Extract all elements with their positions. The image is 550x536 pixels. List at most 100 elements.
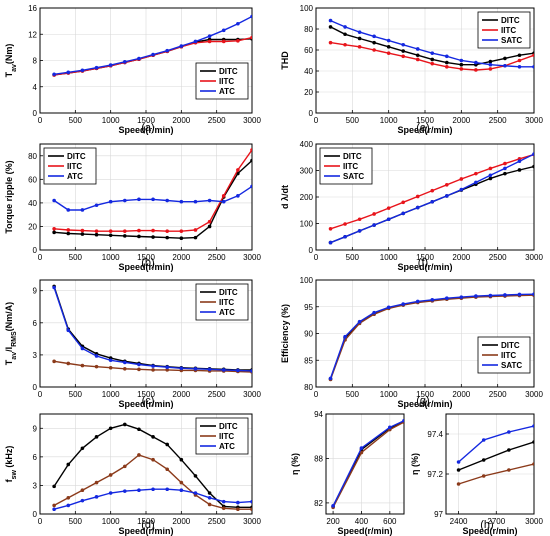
x-tick-label: 0 [314,253,319,262]
x-tick-label: 2000 [172,116,190,125]
data-point-iitc [430,61,435,66]
data-point-iitc [415,194,420,199]
x-tick-label: 1500 [137,116,155,125]
x-tick-label: 500 [346,390,360,399]
data-point-iitc [372,48,376,52]
x-tick-label: 2500 [489,390,507,399]
y-tick-label: 0 [33,510,38,519]
data-point-atc [236,500,240,505]
data-point-atc [94,203,99,208]
data-point-satc [532,292,534,296]
y-axis-label: THD [280,51,290,70]
y-tick-label: 90 [304,330,313,339]
data-point-satc [386,38,391,43]
data-point-atc [108,63,113,67]
data-point-atc [108,199,113,204]
legend-entry: IITC [67,162,82,171]
data-point-iitc [250,507,252,512]
x-tick-label: 1000 [380,390,398,399]
data-point-ditc [165,442,169,447]
data-point-iitc [94,364,99,369]
data-point-iitc [80,488,85,492]
data-point-iitc [108,229,113,233]
x-axis-label: Speed(r/min) [337,526,392,536]
data-point-satc [328,376,333,381]
data-point-atc [137,197,141,202]
data-point-satc [445,296,449,300]
data-point-satc [503,166,507,171]
data-point-atc [108,491,113,495]
data-point-ditc [415,53,420,58]
legend-entry: IITC [219,298,234,307]
x-tick-label: 500 [69,116,83,125]
legend-entry: IITC [501,26,516,35]
data-point-ditc [123,422,127,427]
data-point-iitc [123,367,127,371]
y-tick-label: 9 [33,424,38,433]
panel-caption: (a) [141,122,154,134]
data-point-ditc [80,232,85,236]
data-point-iitc [165,467,169,472]
y-tick-label: 97 [434,510,443,519]
y-tick-label: 80 [304,383,313,392]
data-point-iitc [52,359,56,364]
data-point-ditc [517,53,522,58]
data-point-iitc [137,367,141,372]
x-tick-label: 3000 [243,517,261,526]
chart-f: 0 500 1000 1500 2000 2500 3000 0 100 200 300 400 Spe… [280,140,543,272]
data-point-iitc [66,361,71,366]
data-point-satc [401,42,406,47]
y-axis-label: fsw (kHz) [4,446,18,483]
data-point-atc [123,489,127,493]
data-point-atc [179,488,184,492]
x-tick-label: 3000 [243,116,261,125]
data-point-satc [532,424,534,428]
data-point-ditc [151,235,155,239]
x-tick-label: 2000 [452,116,470,125]
data-point-atc [52,72,56,77]
data-point-atc [207,496,212,500]
data-point-atc [151,364,155,368]
x-axis-label: Speed(r/min) [118,526,173,536]
data-point-atc [80,68,85,73]
data-point-ditc [357,36,362,41]
chart-b: 0 500 1000 1500 2000 2500 3000 0 20 40 60 80 Speed(r… [4,143,261,272]
data-point-iitc [488,67,493,71]
data-point-ditc [108,233,113,238]
legend-entry: IITC [219,77,234,86]
series-group [456,424,534,486]
data-point-atc [193,367,198,371]
data-point-iitc [474,171,478,176]
data-point-iitc [94,480,99,485]
series-group [328,152,534,245]
x-tick-label: 500 [69,253,83,262]
data-point-satc [459,58,464,63]
y-tick-label: 16 [28,4,37,13]
panel-caption: (c) [142,395,155,407]
x-tick-label: 1500 [416,390,434,399]
series-line-satc [458,425,534,463]
y-tick-label: 12 [28,30,37,39]
data-point-satc [328,240,333,245]
data-point-satc [517,292,522,297]
x-tick-label: 2500 [208,116,226,125]
y-tick-label: 97.2 [427,470,443,479]
y-axis-label: Tav(Nm) [4,44,18,78]
data-point-satc [456,460,461,464]
data-point-ditc [193,474,198,478]
data-point-ditc [207,491,212,495]
data-point-ditc [503,171,507,176]
y-tick-label: 3 [33,351,38,360]
data-point-ditc [179,457,184,462]
panel-caption: (e) [416,122,429,134]
data-point-satc [459,295,464,299]
data-point-satc [386,305,391,310]
y-tick-label: 0 [33,383,38,392]
y-axis-label: Tav/IRMS(Nm/A) [4,302,18,365]
x-tick-label: 0 [38,253,43,262]
x-tick-label: 200 [326,517,340,526]
chart-g: 0 500 1000 1500 2000 2500 3000 80 85 90 95 100 Speed… [280,276,543,409]
x-tick-label: 2500 [208,517,226,526]
y-tick-label: 300 [300,167,314,176]
